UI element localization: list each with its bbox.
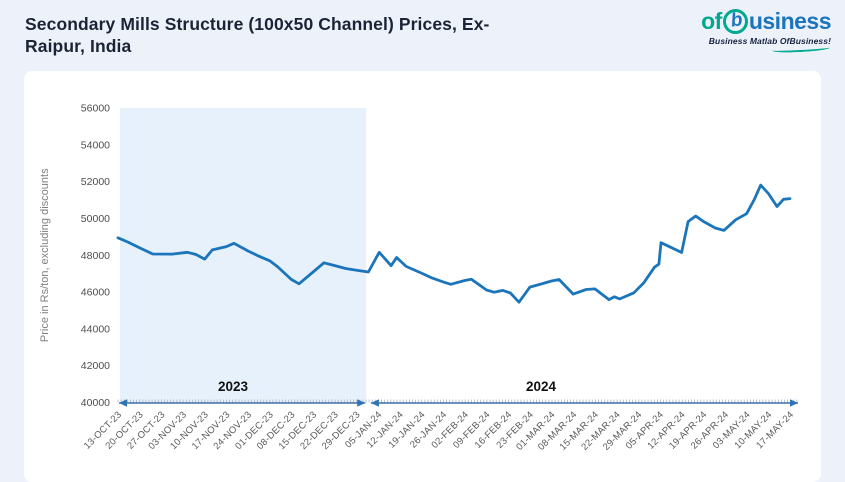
arrow-2024-right-arrowhead-icon — [790, 399, 798, 407]
logo-wordmark: of b usiness — [701, 7, 832, 36]
arrow-2023-right-arrowhead-icon — [357, 399, 366, 407]
y-tick-label: 46000 — [81, 287, 110, 299]
y-tick-label: 40000 — [81, 397, 110, 409]
y-tick-label: 50000 — [81, 213, 110, 225]
y-tick-label: 48000 — [81, 250, 110, 262]
y-tick-label: 44000 — [81, 323, 110, 335]
band-label-2024: 2024 — [526, 379, 557, 394]
price-line-series — [116, 183, 792, 304]
page-title: Secondary Mills Structure (100x50 Channe… — [25, 14, 490, 57]
arrow-2024-left-arrowhead-icon — [370, 399, 379, 407]
ofbusiness-logo: of b usiness Business Matlab OfBusiness! — [671, 7, 832, 54]
logo-tagline: Business Matlab OfBusiness! — [708, 36, 831, 46]
logo-of-text: of — [701, 8, 722, 34]
y-tick-label: 54000 — [81, 139, 110, 151]
y-tick-label: 52000 — [81, 176, 110, 188]
band-label-2023: 2023 — [218, 379, 249, 394]
logo-usiness-text: usiness — [748, 8, 832, 34]
y-tick-label: 42000 — [81, 360, 110, 372]
y-axis-title: Price in Rs/ton, excluding discounts — [39, 168, 51, 342]
arrow-2023-left-arrowhead-icon — [119, 399, 127, 407]
y-tick-label: 56000 — [81, 103, 110, 115]
